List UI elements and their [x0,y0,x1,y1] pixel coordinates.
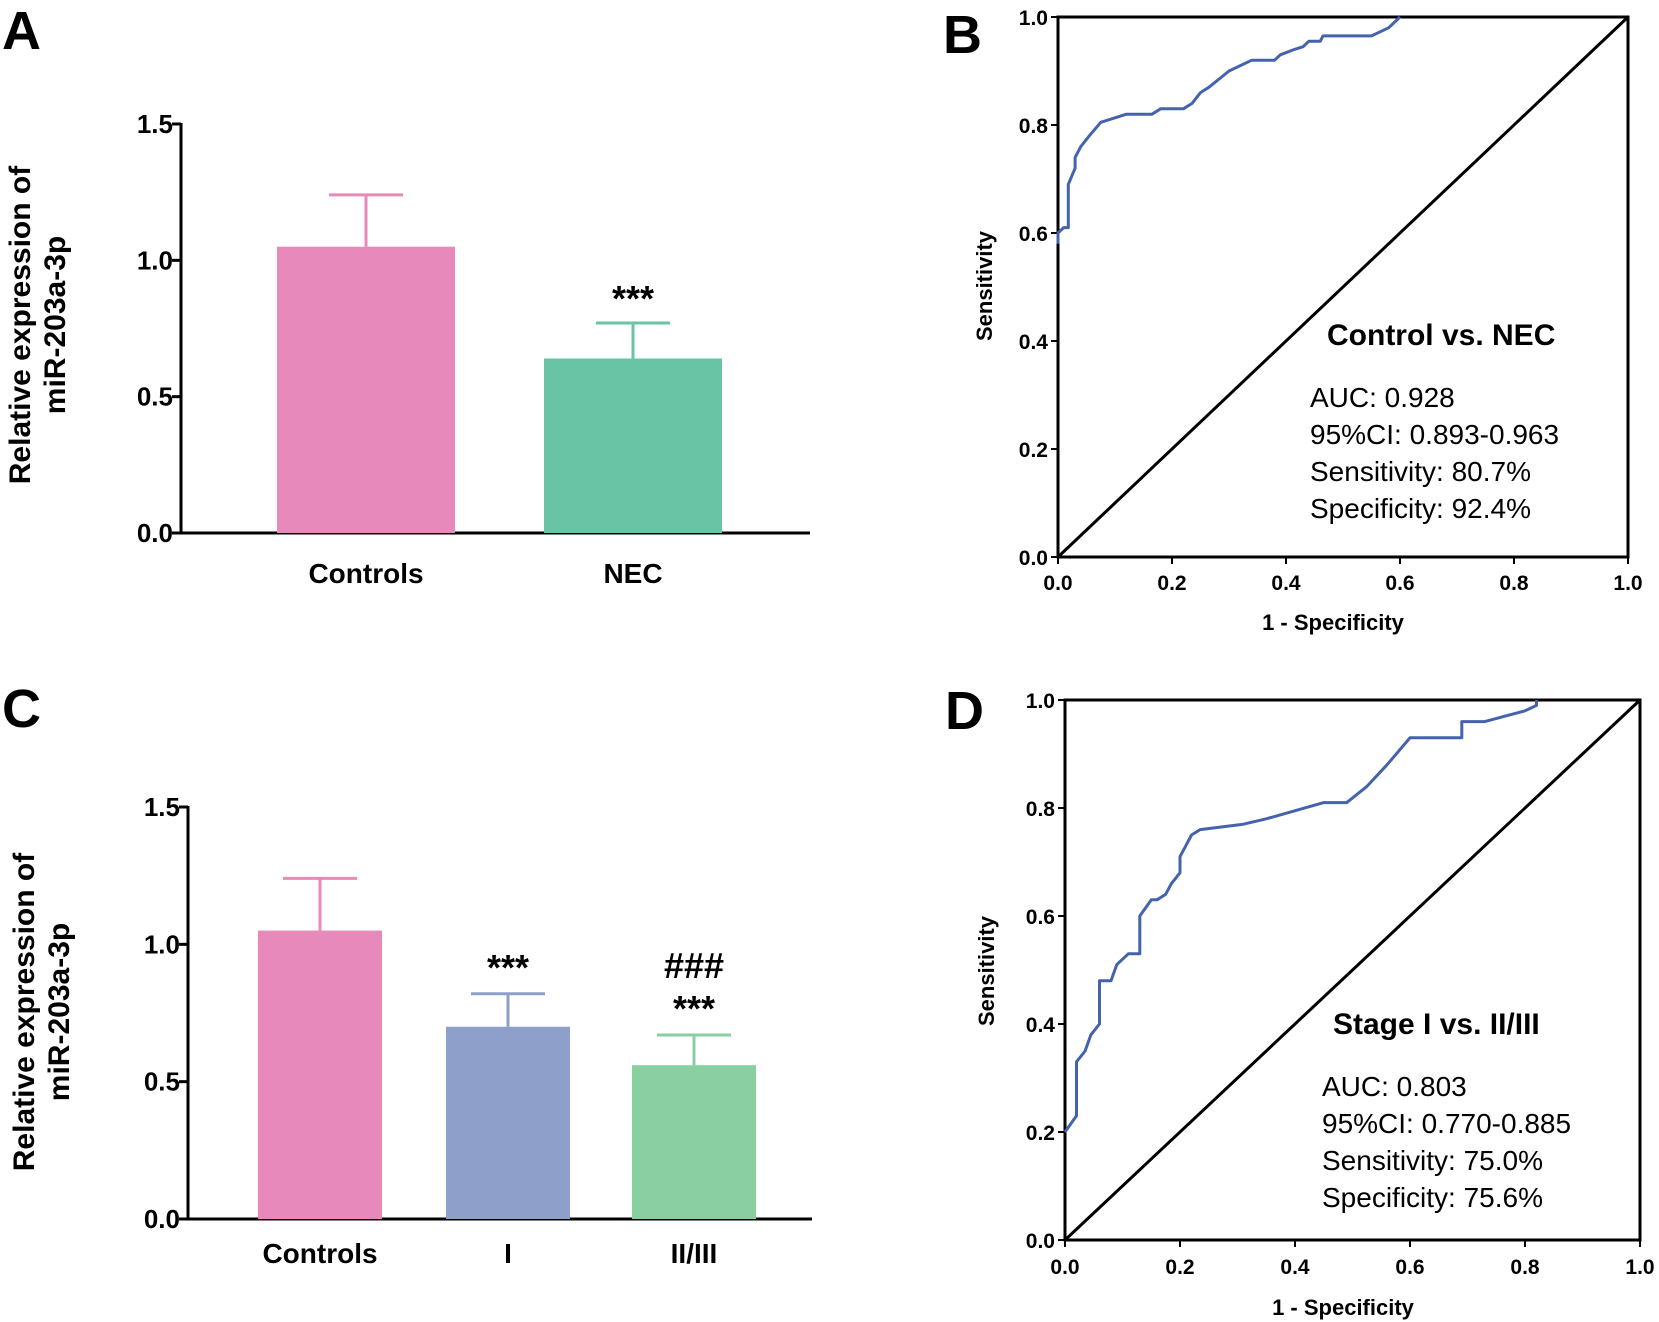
y-axis-label-c-line1: Relative expression of [8,852,41,1171]
bar-a-0 [277,246,455,533]
y-tick-label-b: 0.6 [1019,223,1048,246]
category-label-a-1: NEC [603,558,662,589]
roc-heading-b: Control vs. NEC [1327,319,1555,352]
x-tick-label-b: 0.6 [1385,572,1414,595]
panel-label-b: B [943,5,982,65]
y-axis-label-c-line2: miR-203a-3p [43,923,76,1101]
y-axis-label-a-line2: miR-203a-3p [39,236,72,414]
y-tick-label-a: 1.5 [137,109,173,139]
roc-stat-sensitivity-b: Sensitivity: 80.7% [1310,456,1531,487]
reference-diagonal-b [1056,15,1630,559]
x-tick-label-b: 0.8 [1499,572,1529,595]
y-axis-label-a-line1: Relative expression of [4,165,37,484]
y-tick-label-b: 0.4 [1019,331,1049,354]
category-label-c-0: Controls [262,1238,377,1269]
y-tick-label-d: 0.0 [1026,1230,1055,1253]
y-tick-label-a: 1.0 [137,245,173,275]
y-tick-label-c: 1.5 [144,792,180,822]
y-tick-label-c: 1.0 [144,929,180,959]
roc-heading-d: Stage I vs. II/III [1333,1008,1540,1041]
y-tick-label-a: 0.0 [137,518,173,548]
x-axis-label-d: 1 - Specificity [1272,1295,1415,1320]
y-tick-label-c: 0.0 [144,1204,180,1234]
y-tick-label-b: 0.8 [1019,115,1049,138]
category-label-a-0: Controls [308,558,423,589]
y-tick-label-d: 0.6 [1026,906,1055,929]
plot-frame-b [1056,15,1630,559]
significance-label-c-2: ### [664,945,724,986]
y-tick-label-b: 0.0 [1019,547,1048,570]
panel-label-c: C [2,679,41,739]
panel-label-a: A [2,1,41,61]
significance-label-c-2: *** [673,988,715,1029]
roc-stat-ci-b: 95%CI: 0.893-0.963 [1310,419,1559,450]
x-tick-label-d: 0.0 [1050,1256,1079,1279]
y-axis-label-d: Sensitivity [974,915,999,1026]
y-tick-label-b: 0.2 [1019,439,1048,462]
roc-stat-auc-d: AUC: 0.803 [1322,1071,1467,1102]
roc-curve-b [1056,15,1402,244]
x-tick-label-d: 0.8 [1510,1256,1540,1279]
roc-chart-d: Sensitivity 1 - Specificity Stage I vs. … [974,690,1655,1320]
bar-c-1 [446,1026,570,1219]
x-tick-label-d: 0.4 [1280,1256,1310,1279]
roc-stat-specificity-b: Specificity: 92.4% [1310,493,1531,524]
plot-frame-d [1063,698,1642,1242]
roc-chart-b: Sensitivity 1 - Specificity Control vs. … [972,7,1643,635]
x-axis-label-b: 1 - Specificity [1262,610,1405,635]
y-tick-label-a: 0.5 [137,382,173,412]
roc-stat-ci-d: 95%CI: 0.770-0.885 [1322,1108,1571,1139]
y-tick-label-d: 0.8 [1026,798,1056,821]
x-tick-label-d: 0.2 [1165,1256,1194,1279]
x-tick-label-b: 0.4 [1271,572,1301,595]
x-tick-label-d: 0.6 [1395,1256,1424,1279]
bar-chart-c: Relative expression of miR-203a-3p 0.0 0.… [8,792,812,1269]
category-label-c-1: I [504,1238,512,1269]
bar-chart-a: Relative expression of miR-203a-3p 0.0 0.… [4,109,810,589]
category-label-c-2: II/III [671,1238,718,1269]
roc-stat-specificity-d: Specificity: 75.6% [1322,1182,1543,1213]
significance-label-a-1: *** [612,278,654,319]
significance-label-c-1: *** [487,947,529,988]
x-tick-label-b: 0.2 [1157,572,1186,595]
reference-diagonal-d [1063,698,1642,1242]
bar-c-2 [632,1065,756,1219]
roc-curve-d [1063,700,1538,1133]
x-tick-label-b: 0.0 [1043,572,1072,595]
panel-label-d: D [945,681,984,741]
roc-stat-sensitivity-d: Sensitivity: 75.0% [1322,1145,1543,1176]
bar-c-0 [258,930,382,1219]
y-tick-label-b: 1.0 [1019,7,1048,30]
roc-stat-auc-b: AUC: 0.928 [1310,382,1455,413]
y-tick-label-c: 0.5 [144,1067,180,1097]
y-tick-label-d: 0.2 [1026,1122,1055,1145]
x-tick-label-d: 1.0 [1625,1256,1654,1279]
x-tick-label-b: 1.0 [1613,572,1642,595]
y-tick-label-d: 0.4 [1026,1014,1056,1037]
y-tick-label-d: 1.0 [1026,690,1055,713]
bar-a-1 [544,358,722,533]
y-axis-label-b: Sensitivity [972,230,997,341]
